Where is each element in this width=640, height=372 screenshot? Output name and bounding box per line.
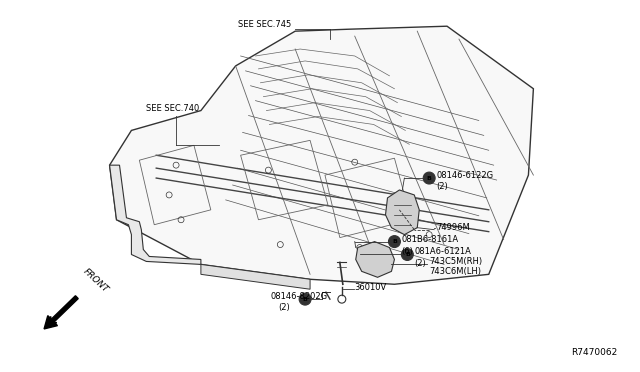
Text: (2): (2) [436, 183, 448, 192]
Text: SEE SEC.740: SEE SEC.740 [147, 103, 200, 113]
Text: 743C5M(RH): 743C5M(RH) [429, 257, 483, 266]
Text: 08146-6122G: 08146-6122G [436, 171, 493, 180]
Text: 081B6-8161A: 081B6-8161A [401, 235, 458, 244]
Text: 081A6-6121A: 081A6-6121A [414, 247, 471, 256]
Text: B: B [392, 239, 397, 244]
Text: R7470062: R7470062 [572, 348, 618, 357]
Circle shape [299, 293, 311, 305]
Polygon shape [109, 26, 533, 284]
Text: B: B [303, 296, 308, 302]
Text: B: B [405, 252, 410, 257]
Polygon shape [356, 241, 394, 277]
Text: FRONT: FRONT [82, 267, 111, 294]
Circle shape [401, 248, 413, 260]
Text: 36010V: 36010V [355, 283, 387, 292]
Text: (6): (6) [401, 247, 413, 256]
Text: B: B [427, 176, 431, 180]
Text: SEE SEC.745: SEE SEC.745 [237, 20, 291, 29]
Polygon shape [201, 264, 310, 289]
Text: (2): (2) [278, 302, 290, 312]
FancyArrow shape [44, 296, 78, 329]
Text: 08146-8202G: 08146-8202G [270, 292, 328, 301]
Text: 743C6M(LH): 743C6M(LH) [429, 267, 481, 276]
Polygon shape [109, 165, 201, 264]
Text: 74996M: 74996M [436, 223, 470, 232]
Circle shape [388, 235, 401, 247]
Circle shape [423, 172, 435, 184]
Polygon shape [385, 190, 419, 235]
Text: (2): (2) [414, 259, 426, 268]
